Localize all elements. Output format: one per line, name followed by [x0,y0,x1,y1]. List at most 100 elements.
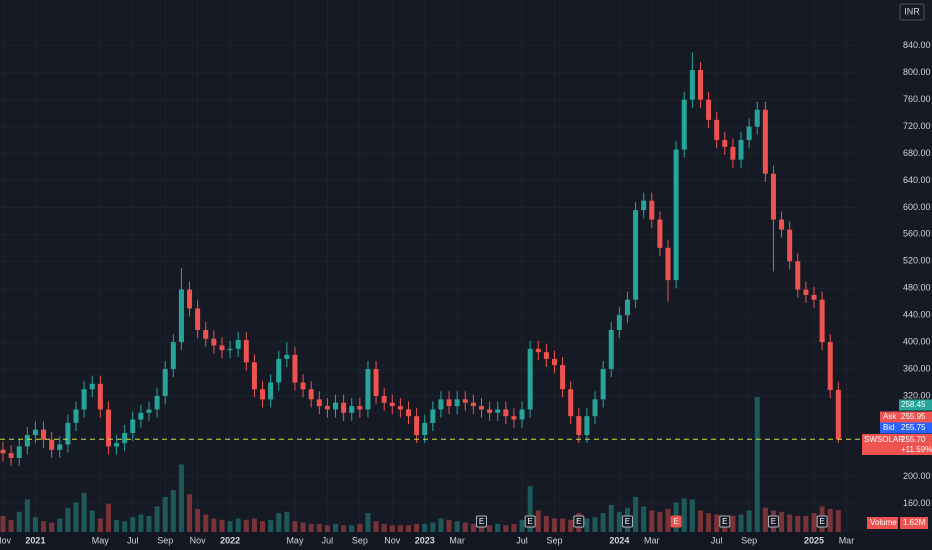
candle-body [649,200,655,220]
candle-body [624,299,630,316]
candle-body [243,340,249,363]
volume-bar [308,523,314,532]
volume-bar [754,397,760,532]
volume-bar [787,514,793,532]
volume-bar [803,515,809,532]
volume-bar [219,519,225,532]
x-tick-label: Nov [0,535,11,545]
candle-body [349,406,355,413]
x-tick-label: Mar [449,535,465,545]
volume-bar [462,522,468,532]
volume-bar [170,490,176,532]
candle-body [827,342,833,390]
volume-name: Volume [870,518,897,527]
candle-body [81,389,87,410]
volume-bar [24,499,30,532]
candle-body [762,109,768,174]
volume-bar [487,525,493,532]
volume-bar [89,510,95,532]
change-label: +11.59% [901,445,932,454]
volume-bar [657,511,663,532]
candle-body [454,399,460,407]
candle-body [373,369,379,396]
volume-bar [251,518,257,532]
y-tick-label: 800.00 [903,67,931,77]
candle-body [673,149,679,281]
volume-bar [0,515,6,532]
candle-body [324,406,330,410]
candle-body [560,364,566,390]
volume-bar [138,514,144,532]
volume-bar [535,510,541,532]
volume-bar [122,521,128,532]
candle-body [24,435,30,447]
candle-body [41,429,47,440]
y-tick-label: 400.00 [903,336,931,346]
earnings-label: E [673,517,678,526]
candle-body [770,173,776,220]
volume-bar [495,523,501,532]
candle-body [397,406,403,410]
volume-bar [260,521,266,532]
candle-body [57,444,63,450]
volume-bar [284,511,290,532]
candle-body [122,433,128,444]
candle-body [487,409,493,413]
candle-body [300,382,306,390]
volume-bar [357,523,363,532]
volume-bar [543,515,549,532]
bid-label: Bid [883,423,895,432]
volume-bar [665,509,671,532]
x-tick-label: 2024 [609,535,629,545]
volume-bar [187,494,193,532]
earnings-label: E [771,517,776,526]
y-tick-label: 520.00 [903,256,931,266]
candle-body [365,369,371,410]
volume-bar [470,523,476,532]
volume-bar [600,513,606,532]
bid-value: 255.75 [901,423,926,432]
x-tick-label: 2021 [25,535,45,545]
volume-bar [381,523,387,532]
candle-body [608,329,614,370]
candle-body [795,261,801,290]
volume-last: 1.62M [903,518,926,527]
candle-body [97,383,103,410]
candle-body [105,409,111,447]
candle-body [260,389,266,400]
candle-body [65,422,71,445]
volume-bar [195,509,201,532]
volume-bar [333,523,339,532]
candle-body [381,395,387,403]
volume-bar [503,525,509,532]
volume-bar [32,517,38,532]
price-tag [880,422,932,434]
candle-body [641,200,647,211]
volume-bar [130,517,136,532]
time-axis [0,532,932,550]
currency: INR [904,6,920,16]
volume-bar [57,518,63,532]
volume-bar [154,506,160,532]
earnings-label: E [625,517,630,526]
volume-bar [689,499,695,532]
y-tick-label: 760.00 [903,94,931,104]
candle-body [211,338,217,346]
candle-body [333,402,339,410]
earnings-box [719,515,731,528]
currency-box[interactable] [899,3,925,21]
candle-body [576,416,582,436]
candle-body [308,389,314,400]
volume-bar [779,511,785,532]
volume-bar [511,523,517,532]
candle-body [697,70,703,100]
candle-body [706,99,712,120]
candle-body [227,348,233,351]
volume-bar [827,509,833,532]
x-tick-label: Jul [322,535,334,545]
volume-bar [633,496,639,532]
earnings-box [670,515,682,528]
volume-bar [478,525,484,532]
volume-bar [568,519,574,532]
